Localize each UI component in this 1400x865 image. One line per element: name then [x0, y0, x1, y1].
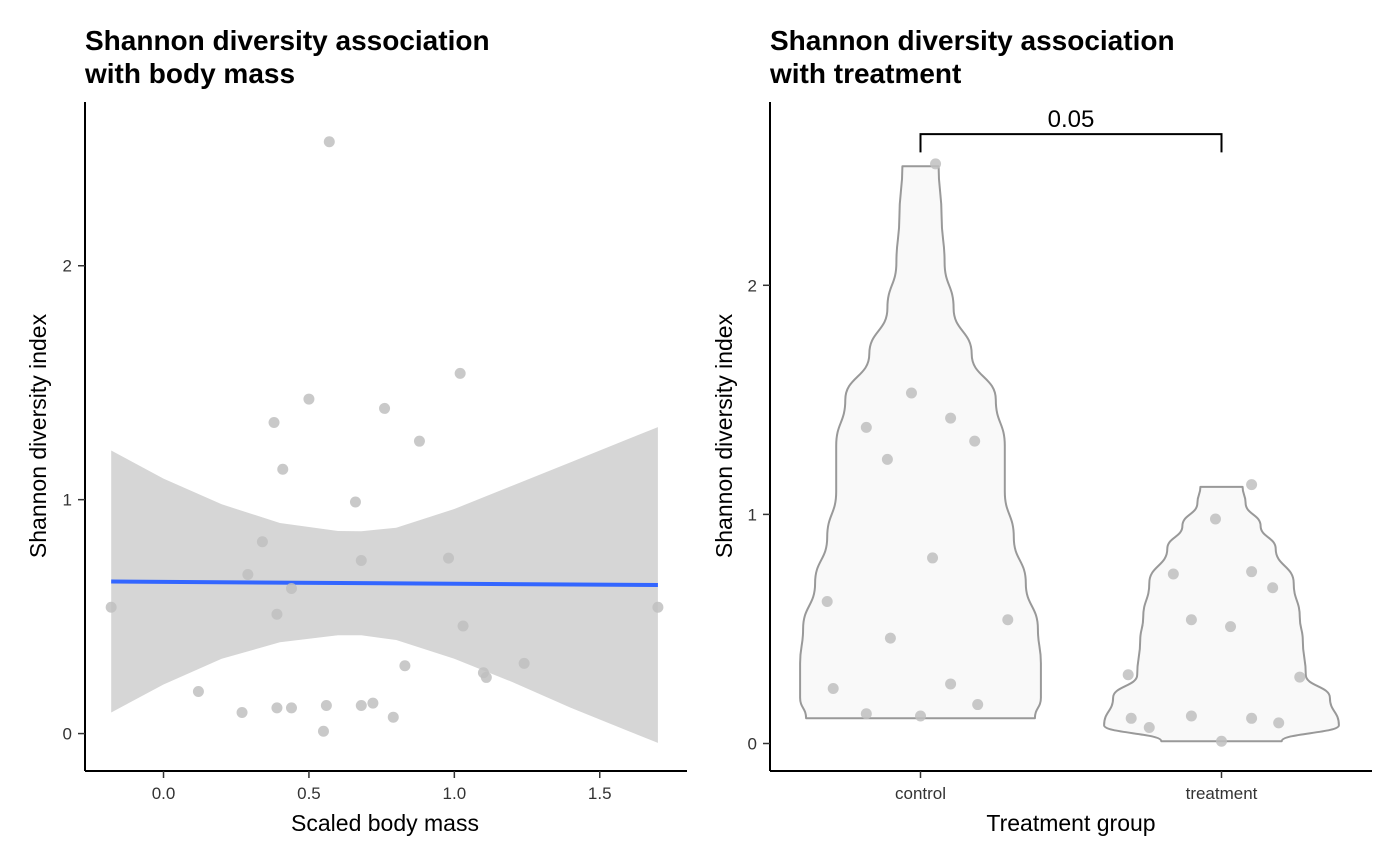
right-y-axis-title: Shannon diversity index	[711, 313, 737, 558]
violin-points-layer	[821, 158, 1306, 747]
scatter-point	[320, 700, 332, 712]
scatter-point	[317, 725, 329, 737]
violin-point-control	[827, 683, 839, 695]
violin-point-control	[860, 708, 872, 720]
scatter-point	[480, 671, 492, 683]
left-x-axis-title: Scaled body mass	[291, 810, 479, 836]
scatter-point	[457, 620, 469, 632]
violin-point-treatment	[1294, 671, 1306, 683]
violin-point-control	[945, 412, 957, 424]
violin-point-control	[884, 632, 896, 644]
scatter-point	[355, 700, 367, 712]
violin-control	[799, 165, 1042, 720]
scatter-point	[268, 416, 280, 428]
scatter-point	[652, 601, 664, 613]
violin-point-control	[881, 453, 893, 465]
violin-point-treatment	[1225, 621, 1237, 633]
left-x-tick-label: 0.0	[152, 784, 176, 803]
violin-point-control	[945, 678, 957, 690]
scatter-point	[399, 660, 411, 672]
left-axes: 0.0 0.5 1.0 1.5 0 1 2	[63, 102, 687, 803]
right-y-tick-label: 1	[748, 505, 757, 524]
scatter-point	[443, 552, 455, 564]
scatter-point	[271, 608, 283, 620]
left-x-tick-label: 1.0	[443, 784, 467, 803]
body-mass-scatter-panel: 0.0 0.5 1.0 1.5 0 1 2 Scaled body mass Shannon…	[25, 102, 687, 836]
regression-fit-line	[111, 579, 658, 588]
violin-point-control	[821, 595, 833, 607]
violin-point-treatment	[1185, 710, 1197, 722]
fit-line-layer	[111, 579, 658, 588]
violin-point-treatment	[1216, 735, 1227, 747]
scatter-point	[285, 702, 297, 714]
violin-point-treatment	[1167, 568, 1179, 580]
left-x-tick-label: 1.5	[588, 784, 612, 803]
violin-point-control	[969, 435, 981, 447]
violin-layer	[799, 165, 1340, 743]
violin-point-treatment	[1125, 712, 1137, 724]
violin-point-treatment	[1273, 717, 1285, 729]
violin-point-treatment	[1246, 479, 1258, 491]
significance-bracket	[919, 133, 1223, 153]
violin-point-treatment	[1267, 582, 1279, 594]
treatment-violin-panel: 0.05 control treatment 0 1 2 Treatment group…	[711, 102, 1372, 836]
left-y-tick-label: 2	[63, 257, 72, 276]
p-value-label: 0.05	[1048, 106, 1095, 133]
scatter-point	[303, 393, 315, 405]
violin-point-treatment	[1246, 712, 1258, 724]
scatter-point	[355, 554, 367, 566]
violin-point-treatment	[1246, 566, 1258, 578]
scatter-point	[323, 136, 335, 148]
scatter-points-layer	[105, 136, 664, 737]
scatter-point	[387, 711, 399, 723]
scatter-point	[192, 685, 204, 697]
scatter-point	[256, 536, 268, 548]
scatter-point	[518, 657, 530, 669]
scatter-point	[413, 435, 425, 447]
scatter-point	[277, 463, 289, 475]
scatter-point	[105, 601, 117, 613]
right-y-tick-label: 2	[748, 276, 757, 295]
violin-point-treatment	[1209, 513, 1221, 525]
scatter-point	[454, 367, 466, 379]
left-y-tick-label: 1	[63, 491, 72, 510]
scatter-point	[236, 707, 248, 719]
violin-point-control	[927, 552, 939, 564]
right-x-tick-label-treatment: treatment	[1186, 784, 1258, 803]
violin-point-control	[915, 710, 926, 722]
scatter-point	[367, 697, 379, 709]
scatter-point	[271, 702, 283, 714]
violin-treatment	[1103, 485, 1340, 743]
scatter-point	[242, 569, 254, 581]
scatter-point	[379, 402, 391, 414]
significance-bracket-layer: 0.05	[919, 106, 1223, 153]
violin-point-control	[905, 387, 917, 399]
scatter-point	[285, 583, 297, 595]
right-axes: control treatment 0 1 2	[748, 102, 1372, 803]
violin-point-control	[1002, 614, 1014, 626]
violin-point-control	[972, 699, 984, 711]
left-x-tick-label: 0.5	[297, 784, 321, 803]
right-x-tick-label-control: control	[895, 784, 946, 803]
violin-point-control	[860, 421, 872, 433]
right-panel-title: Shannon diversity association with treat…	[770, 25, 1175, 89]
violin-point-treatment	[1143, 721, 1155, 733]
violin-point-control	[930, 158, 942, 170]
right-x-axis-title: Treatment group	[986, 810, 1155, 836]
left-y-axis-title: Shannon diversity index	[25, 313, 51, 558]
left-panel-title: Shannon diversity association with body …	[85, 25, 490, 89]
scatter-point	[349, 496, 361, 508]
violin-point-treatment	[1185, 614, 1197, 626]
left-y-tick-label: 0	[63, 725, 72, 744]
violin-point-treatment	[1122, 669, 1134, 681]
right-y-tick-label: 0	[748, 735, 757, 754]
